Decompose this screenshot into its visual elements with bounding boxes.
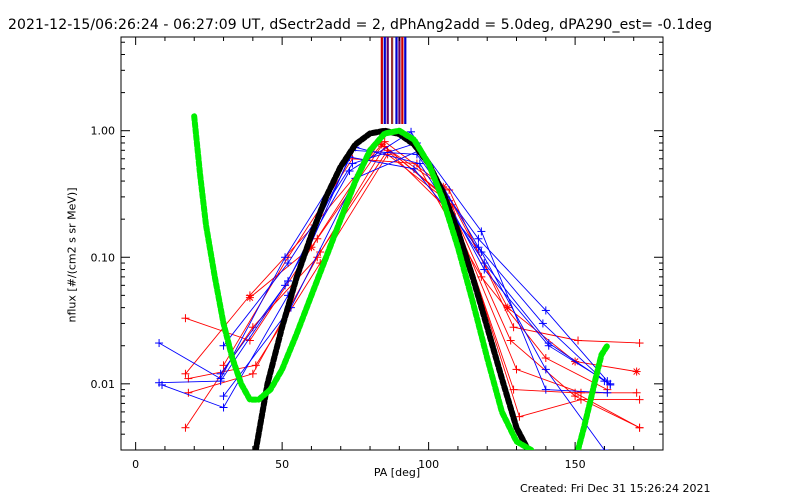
series-0-point-7	[635, 339, 644, 348]
series-7-point-6	[541, 306, 550, 315]
x-axis-label: PA [deg]	[373, 466, 421, 479]
series-line-9	[161, 156, 605, 450]
series-10-point-1	[283, 259, 292, 268]
x-tick-label-50: 50	[275, 458, 289, 471]
chart-axes: 0 50 100 150 0.01 0.10 1.00	[91, 37, 663, 471]
series-line-3	[185, 145, 640, 429]
series-11-point-5	[538, 319, 547, 328]
series-10-point-4	[477, 227, 486, 236]
fit-curve-green-2	[575, 342, 611, 450]
series-line-0	[185, 140, 640, 344]
series-0-point-6	[574, 336, 583, 345]
series-7-point-5	[474, 234, 483, 243]
top-marker-bar-2	[386, 37, 389, 124]
y-tick-label-2: 1.00	[91, 125, 116, 138]
page-title: 2021-12-15/06:26:24 - 06:27:09 UT, dSect…	[8, 17, 713, 33]
series-8-point-1	[216, 377, 225, 386]
series-6-point-4	[477, 272, 486, 281]
series-1-point-5	[506, 336, 515, 345]
series-8-point-4	[415, 159, 424, 168]
y-axis-label: nflux [#/(cm2 s sr MeV)]	[65, 187, 79, 323]
series-11-point-1	[281, 281, 290, 290]
series-line-8	[159, 146, 611, 386]
series-9-point-5	[477, 248, 486, 257]
series-line-2	[188, 149, 637, 394]
point-diag2	[633, 368, 640, 375]
series-line-1	[185, 143, 640, 429]
series-12-point-6	[606, 379, 615, 388]
series-12-point-0	[219, 392, 228, 401]
top-marker-bar-1	[383, 37, 386, 124]
top-marker-bar-7	[404, 37, 407, 124]
series-10-point-6	[603, 388, 612, 397]
series-2-point-5	[512, 365, 521, 374]
top-marker-bar-6	[401, 37, 404, 124]
y-tick-label-1: 0.10	[91, 251, 116, 264]
series-4-point-5	[515, 412, 524, 421]
series-9-point-6	[541, 365, 550, 374]
series-12-point-4	[480, 265, 489, 274]
series-line-10	[223, 142, 608, 394]
series-11-point-4	[474, 243, 483, 252]
series-7-point-0	[155, 339, 164, 348]
series-line-7	[158, 149, 608, 382]
series-6-point-0	[219, 361, 228, 370]
series-4-point-1	[251, 361, 260, 370]
series-1-point-0	[181, 369, 190, 378]
x-tick-label-150: 150	[565, 458, 586, 471]
series-2-point-0	[184, 388, 193, 397]
x-tick-label-100: 100	[418, 458, 439, 471]
series-5-point-4	[503, 303, 512, 312]
series-9-point-0	[158, 380, 167, 389]
series-11-point-6	[600, 377, 609, 386]
series-0-point-0	[181, 314, 190, 323]
top-marker-bar-4	[395, 37, 398, 124]
series-4-point-7	[635, 395, 644, 404]
fit-curve-black-0	[252, 127, 532, 450]
top-marker-bar-3	[391, 37, 394, 124]
series-6-point-5	[541, 353, 550, 362]
x-tick-label-0: 0	[132, 458, 139, 471]
top-marker-bar-5	[398, 37, 401, 124]
series-11-point-0	[216, 369, 225, 378]
series-2-point-1	[248, 369, 257, 378]
series-12-point-5	[544, 341, 553, 350]
series-10-point-2	[348, 159, 357, 168]
chart-marks	[155, 37, 644, 450]
point-diag2	[504, 304, 512, 311]
series-5-point-6	[632, 367, 641, 376]
series-line-6	[223, 158, 608, 391]
top-marker-bar-0	[380, 37, 383, 124]
series-4-point-6	[576, 395, 585, 404]
series-4-point-0	[184, 374, 193, 383]
series-3-point-0	[181, 423, 190, 432]
series-line-12	[223, 149, 611, 397]
series-3-point-7	[635, 423, 644, 432]
series-0-point-5	[509, 323, 518, 332]
series-line-4	[188, 153, 640, 418]
point-diag2	[246, 294, 254, 301]
series-line-5	[249, 142, 637, 373]
fit-curve-green-1	[191, 113, 535, 450]
series-9-point-1	[219, 403, 228, 412]
plot-area	[155, 37, 644, 450]
series-2-point-7	[632, 388, 641, 397]
series-11-point-2	[345, 167, 354, 176]
series-10-point-5	[541, 385, 550, 394]
series-3-point-6	[571, 388, 580, 397]
y-tick-label-0: 0.01	[91, 378, 116, 391]
series-5-point-0	[245, 293, 254, 302]
created-timestamp: Created: Fri Dec 31 15:26:24 2021	[520, 482, 711, 495]
series-9-point-4	[409, 164, 418, 173]
series-7-point-2	[281, 253, 290, 262]
